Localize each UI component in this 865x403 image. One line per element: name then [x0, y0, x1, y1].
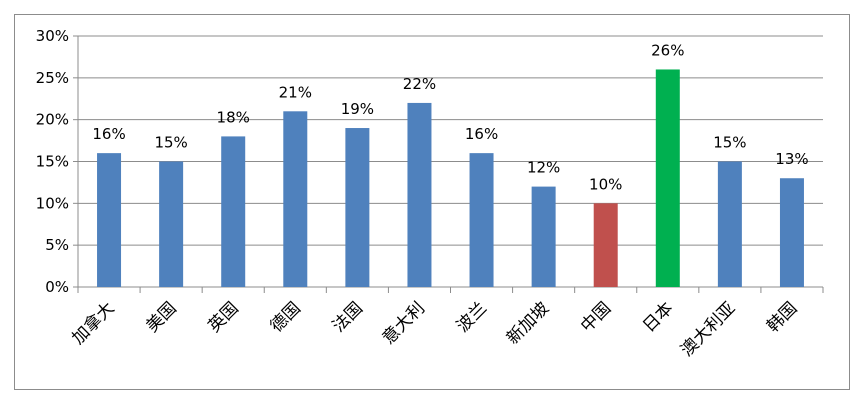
y-tick-label: 20%: [36, 111, 69, 129]
data-label: 22%: [403, 75, 436, 93]
category-label: 新加坡: [503, 298, 553, 348]
bar: [407, 102, 432, 287]
data-label: 21%: [279, 83, 312, 101]
data-label: 15%: [154, 134, 187, 152]
bar: [97, 153, 122, 287]
y-tick-label: 10%: [36, 194, 69, 212]
y-tick-label: 5%: [45, 236, 69, 254]
y-tick-label: 0%: [45, 278, 69, 296]
data-label: 15%: [713, 134, 746, 152]
category-label: 波兰: [453, 298, 491, 336]
category-label: 日本: [639, 298, 677, 336]
y-tick-label: 30%: [36, 27, 69, 45]
category-label: 意大利: [379, 298, 429, 348]
data-label: 26%: [651, 41, 684, 59]
data-label: 10%: [589, 175, 622, 193]
category-label: 中国: [577, 298, 615, 336]
category-label: 韩国: [763, 298, 801, 336]
category-label: 加拿大: [68, 298, 119, 349]
bar: [221, 136, 246, 287]
chart-frame: [14, 14, 850, 390]
data-label: 16%: [465, 125, 498, 143]
category-label: 德国: [267, 298, 305, 336]
category-label: 澳大利亚: [677, 298, 739, 360]
bar: [159, 161, 184, 287]
data-label: 19%: [341, 100, 374, 118]
bar: [469, 153, 494, 287]
bar: [717, 161, 742, 287]
data-label: 13%: [775, 150, 808, 168]
category-label: 法国: [329, 298, 367, 336]
data-label: 16%: [92, 125, 125, 143]
bar: [593, 203, 618, 287]
category-label: 美国: [142, 298, 180, 336]
bar: [531, 186, 556, 287]
data-label: 18%: [217, 108, 250, 126]
y-tick-label: 15%: [36, 153, 69, 171]
category-label: 英国: [205, 298, 243, 336]
bar: [779, 178, 804, 287]
data-label: 12%: [527, 159, 560, 177]
bar: [655, 69, 680, 287]
bar: [283, 111, 308, 287]
bar: [345, 128, 370, 287]
y-tick-label: 25%: [36, 69, 69, 87]
